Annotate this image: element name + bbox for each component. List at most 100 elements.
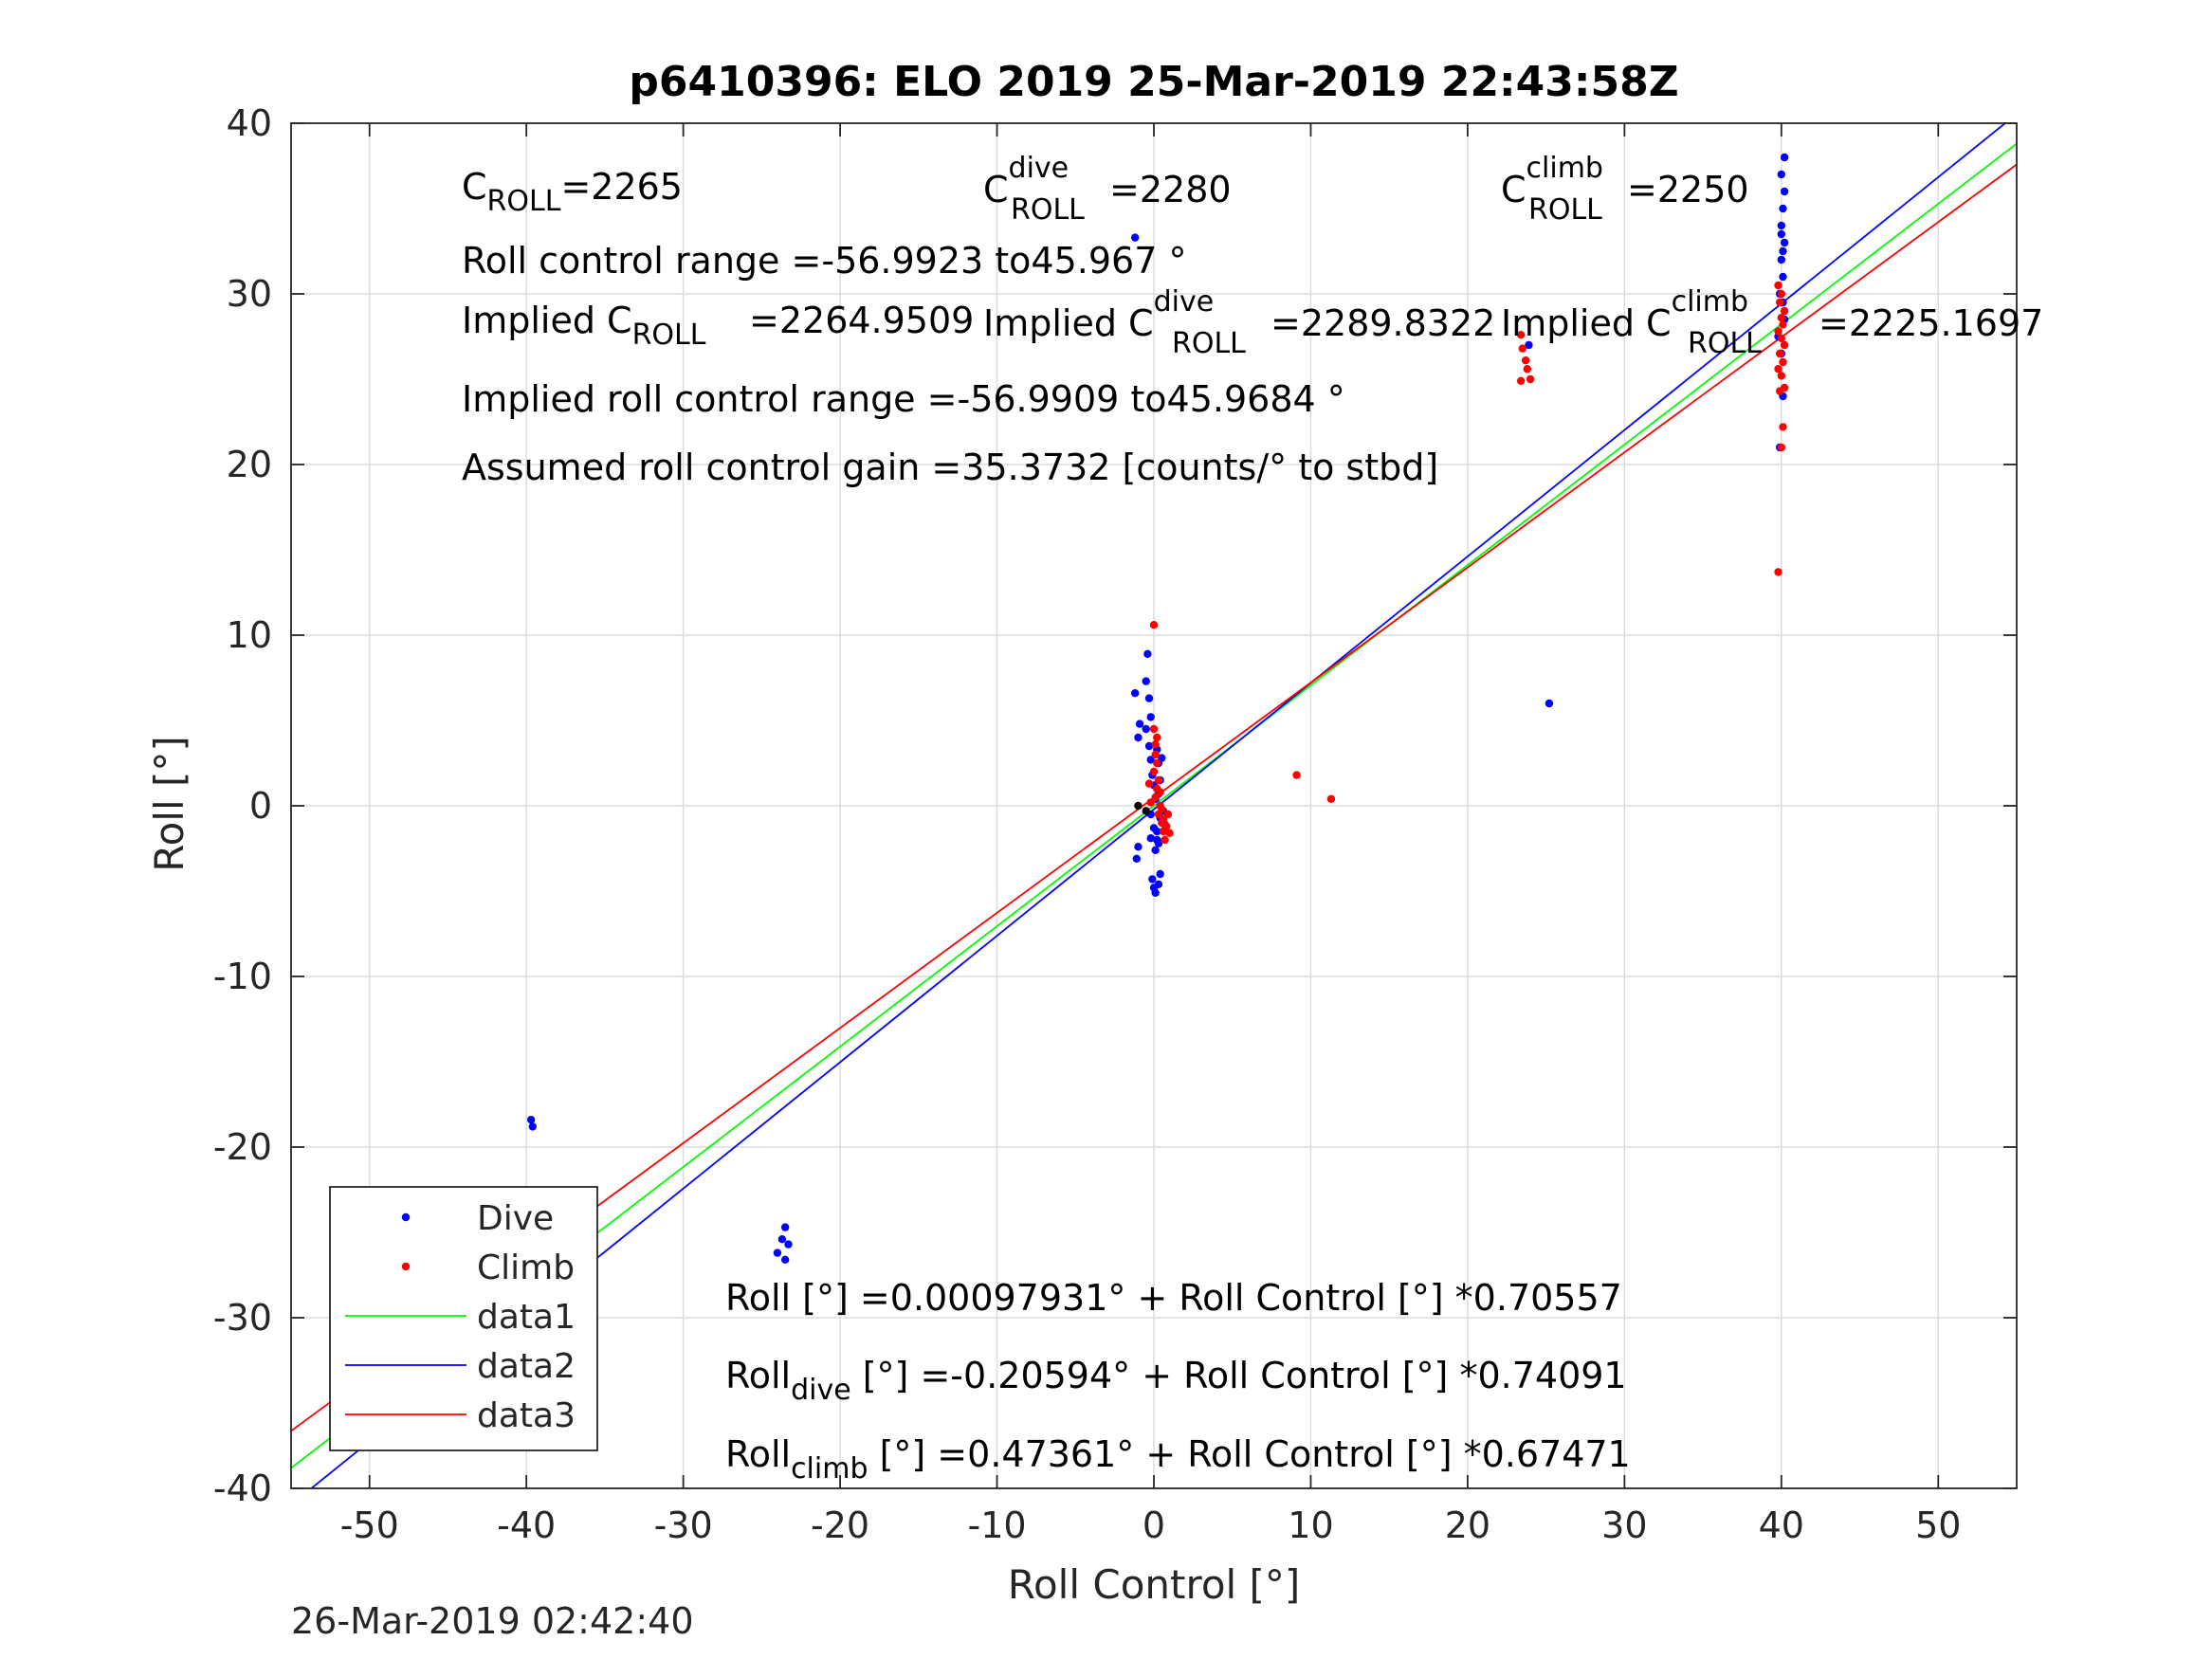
x-tick-label: 10 — [1288, 1504, 1333, 1546]
gain-annotation: Assumed roll control gain =35.3732 [coun… — [462, 447, 1438, 488]
climb-point — [1149, 621, 1159, 629]
implied-range-annotation: Implied roll control range =-56.9909 to4… — [462, 378, 1345, 420]
x-tick-label: 0 — [1143, 1504, 1165, 1546]
y-tick-label: 20 — [227, 444, 272, 485]
climb-point — [1777, 314, 1786, 322]
climb-point — [1777, 289, 1786, 299]
x-tick-label: 50 — [1915, 1504, 1961, 1546]
climb-point — [1526, 374, 1535, 384]
climb-point — [1774, 365, 1782, 374]
implied-c-roll-annotation: Implied CROLL =2264.9509 — [462, 300, 974, 352]
dive-point — [777, 1235, 787, 1244]
climb-point — [1149, 724, 1159, 734]
fit-equation-climb: Rollclimb [°] =0.47361° + Roll Control [… — [725, 1433, 1631, 1486]
dive-point — [1148, 875, 1157, 884]
climb-point — [1146, 798, 1155, 807]
dive-point — [780, 1255, 790, 1265]
climb-point — [1777, 372, 1786, 380]
climb-point — [1158, 805, 1166, 813]
dive-point — [1130, 233, 1140, 242]
climb-point — [1777, 443, 1786, 452]
dive-point — [1146, 713, 1155, 721]
dive-point — [1151, 888, 1160, 897]
climb-point — [1516, 331, 1526, 339]
dive-point — [1144, 694, 1154, 702]
y-tick-label: -10 — [213, 956, 272, 997]
y-tick-label: 0 — [249, 785, 272, 827]
climb-point — [1326, 794, 1336, 803]
climb-point — [1153, 733, 1161, 742]
x-tick-label: -30 — [654, 1504, 713, 1546]
climb-point — [1780, 340, 1789, 350]
x-tick-label: -50 — [340, 1504, 399, 1546]
extra-point — [1142, 807, 1150, 815]
dive-point — [1158, 754, 1166, 762]
dive-point — [1132, 854, 1142, 863]
climb-point — [1780, 383, 1789, 392]
dive-point — [1135, 720, 1144, 728]
climb-point — [1159, 815, 1168, 824]
x-tick-label: 20 — [1445, 1504, 1490, 1546]
dive-point — [1146, 834, 1155, 843]
climb-point — [1779, 320, 1787, 329]
y-tick-label: -30 — [213, 1297, 272, 1339]
c-roll-climb-annotation: Cclimb ROLL =2250 — [1501, 152, 1749, 227]
dive-point — [1154, 839, 1163, 848]
dive-point — [1777, 255, 1786, 264]
fit-equation-all: Roll [°] =0.00097931° + Roll Control [°]… — [725, 1277, 1622, 1319]
y-tick-label: -20 — [213, 1126, 272, 1168]
climb-point — [1151, 793, 1160, 802]
climb-point — [1523, 365, 1531, 374]
legend: Dive Climb data1 data2 data3 — [329, 1186, 598, 1451]
dive-point — [1146, 756, 1155, 764]
dive-point — [1779, 272, 1787, 282]
x-axis-label: Roll Control [°] — [1008, 1561, 1301, 1608]
legend-label: Dive — [477, 1199, 554, 1238]
legend-label: data1 — [477, 1298, 576, 1337]
climb-point — [1779, 357, 1787, 367]
climb-point — [1151, 740, 1160, 749]
fit-equation-dive: Rolldive [°] =-0.20594° + Roll Control [… — [725, 1355, 1627, 1407]
climb-point — [1775, 349, 1784, 358]
chart-title: p6410396: ELO 2019 25-Mar-2019 22:43:58Z — [629, 58, 1678, 106]
y-tick-label: -40 — [213, 1468, 272, 1509]
x-tick-label: -10 — [968, 1504, 1027, 1546]
climb-point — [1774, 281, 1782, 290]
y-tick-label: 10 — [227, 614, 272, 656]
dive-point — [1779, 246, 1787, 256]
dive-point — [1780, 187, 1789, 196]
axes-box — [290, 122, 2018, 1489]
implied-c-climb-annotation: Implied Cclimb ROLL =2225.1697 — [1501, 285, 2043, 360]
c-roll-dive-annotation: Cdive ROLL =2280 — [983, 152, 1232, 227]
dive-point — [1153, 827, 1161, 836]
climb-point — [1774, 327, 1782, 336]
dive-point — [1142, 724, 1150, 734]
c-roll-annotation: CROLL=2265 — [462, 166, 683, 218]
climb-point — [1162, 822, 1171, 830]
climb-point — [1521, 356, 1530, 365]
climb-point — [1163, 810, 1173, 819]
dive-point — [1134, 733, 1143, 742]
dive-point — [1777, 221, 1786, 230]
climb-point — [1149, 767, 1159, 776]
climb-point — [1777, 334, 1786, 342]
dive-point — [784, 1240, 793, 1249]
dive-point — [1525, 340, 1533, 350]
climb-point — [1774, 568, 1782, 576]
climb-point — [1518, 344, 1527, 353]
dive-point — [1134, 843, 1143, 851]
dive-point — [1142, 677, 1150, 685]
dive-point — [1144, 741, 1154, 751]
legend-label: data2 — [477, 1347, 576, 1386]
dive-point — [1143, 649, 1152, 658]
y-tick-label: 40 — [227, 102, 272, 144]
climb-point — [1779, 423, 1787, 431]
x-tick-label: -40 — [497, 1504, 556, 1546]
x-tick-label: -20 — [811, 1504, 869, 1546]
climb-point — [1151, 750, 1160, 759]
climb-point — [1161, 835, 1169, 845]
climb-point — [1156, 788, 1164, 796]
climb-point — [1292, 771, 1301, 779]
dive-point — [1545, 699, 1554, 708]
